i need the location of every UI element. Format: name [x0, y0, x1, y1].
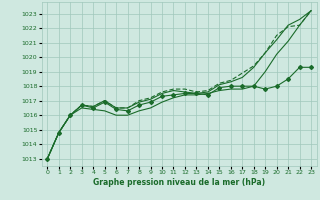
- X-axis label: Graphe pression niveau de la mer (hPa): Graphe pression niveau de la mer (hPa): [93, 178, 265, 187]
